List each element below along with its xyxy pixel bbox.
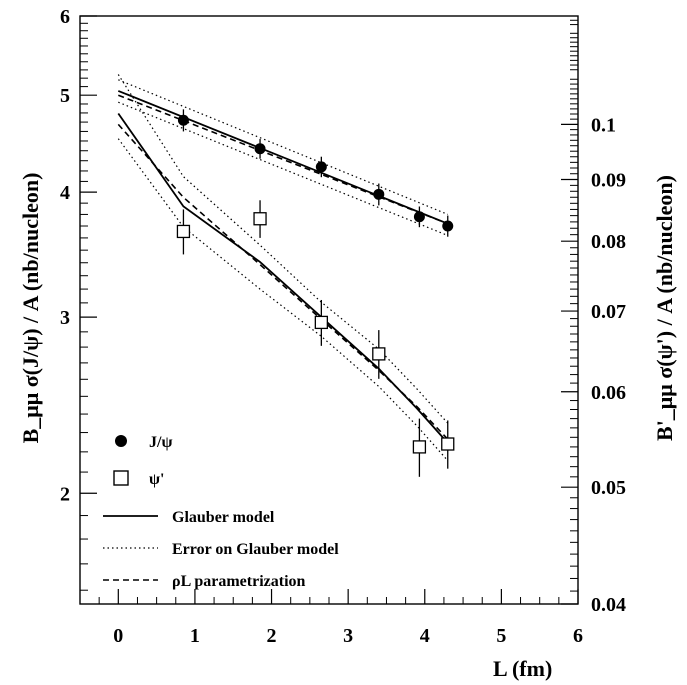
legend-item: ψ' [113,470,164,488]
legend-psiprime-marker [113,470,129,486]
legend-label: ρL parametrization [172,573,306,590]
curve-dotted-left [118,79,449,215]
curve-dashed-left [118,94,449,225]
y-right-tick-label: 0.1 [591,114,616,136]
y-right-tick-label: 0.05 [591,477,626,499]
x-tick-label: 0 [113,625,123,647]
plot-area [117,74,455,477]
legend-label: Glauber model [172,509,275,526]
psiprime-point [314,315,328,330]
jpsi-point [254,143,266,155]
x-tick-label: 6 [573,625,583,647]
legend-item: ρL parametrization [103,573,306,590]
curve-dotted-right [117,74,449,424]
x-axis-title: L (fm) [493,656,552,681]
legend-item: J/ψ [115,434,172,451]
curve-dotted-left [118,101,449,237]
curve-dotted-right [117,138,449,462]
x-tick-label: 3 [343,625,353,647]
y-right-tick-label: 0.07 [591,301,626,323]
psiprime-point [441,437,455,451]
psiprime-point [176,224,191,239]
legend-item: Glauber model [103,509,275,526]
legend-item: Error on Glauber model [103,541,339,558]
legend: J/ψ ψ' Glauber model Error on Glauber model… [103,434,339,590]
y-left-tick-label: 5 [60,85,70,107]
y-left-tick-label: 2 [60,483,70,505]
jpsi-point [413,211,425,223]
jpsi-point [177,114,189,126]
legend-label: Error on Glauber model [172,541,339,558]
legend-label: ψ' [149,471,164,488]
x-tick-label: 4 [420,625,430,647]
psiprime-point [253,212,267,226]
y-right-tick-label: 0.06 [591,382,626,404]
x-tick-label: 2 [267,625,277,647]
x-tick-label: 1 [190,625,200,647]
jpsi-point [373,188,385,200]
jpsi-point [315,161,327,173]
y-right-axis-title: B'_μμ σ(ψ') / A (nb/nucleon) [652,175,677,441]
y-left-tick-label: 3 [60,307,70,329]
curve-solid-right [117,112,449,444]
y-left-tick-label: 4 [60,182,70,204]
y-right-tick-label: 0.09 [591,170,626,192]
y-left-axis-title: B_μμ σ(J/ψ) / A (nb/nucleon) [18,173,43,444]
psiprime-point [372,347,386,361]
legend-jpsi-marker [115,435,127,447]
psiprime-point [412,440,427,454]
axes: 0 1 2 3 4 5 6 2 3 4 5 6 0.04 0.05 0.06 0.07 0.08 0.09 0.1 L… [18,6,677,681]
x-tick-label: 5 [496,625,506,647]
jpsi-point [442,220,454,232]
y-right-tick-label: 0.04 [591,594,626,616]
y-left-tick-label: 6 [60,6,70,28]
legend-label: J/ψ [149,434,172,451]
y-right-tick-label: 0.08 [591,231,626,253]
